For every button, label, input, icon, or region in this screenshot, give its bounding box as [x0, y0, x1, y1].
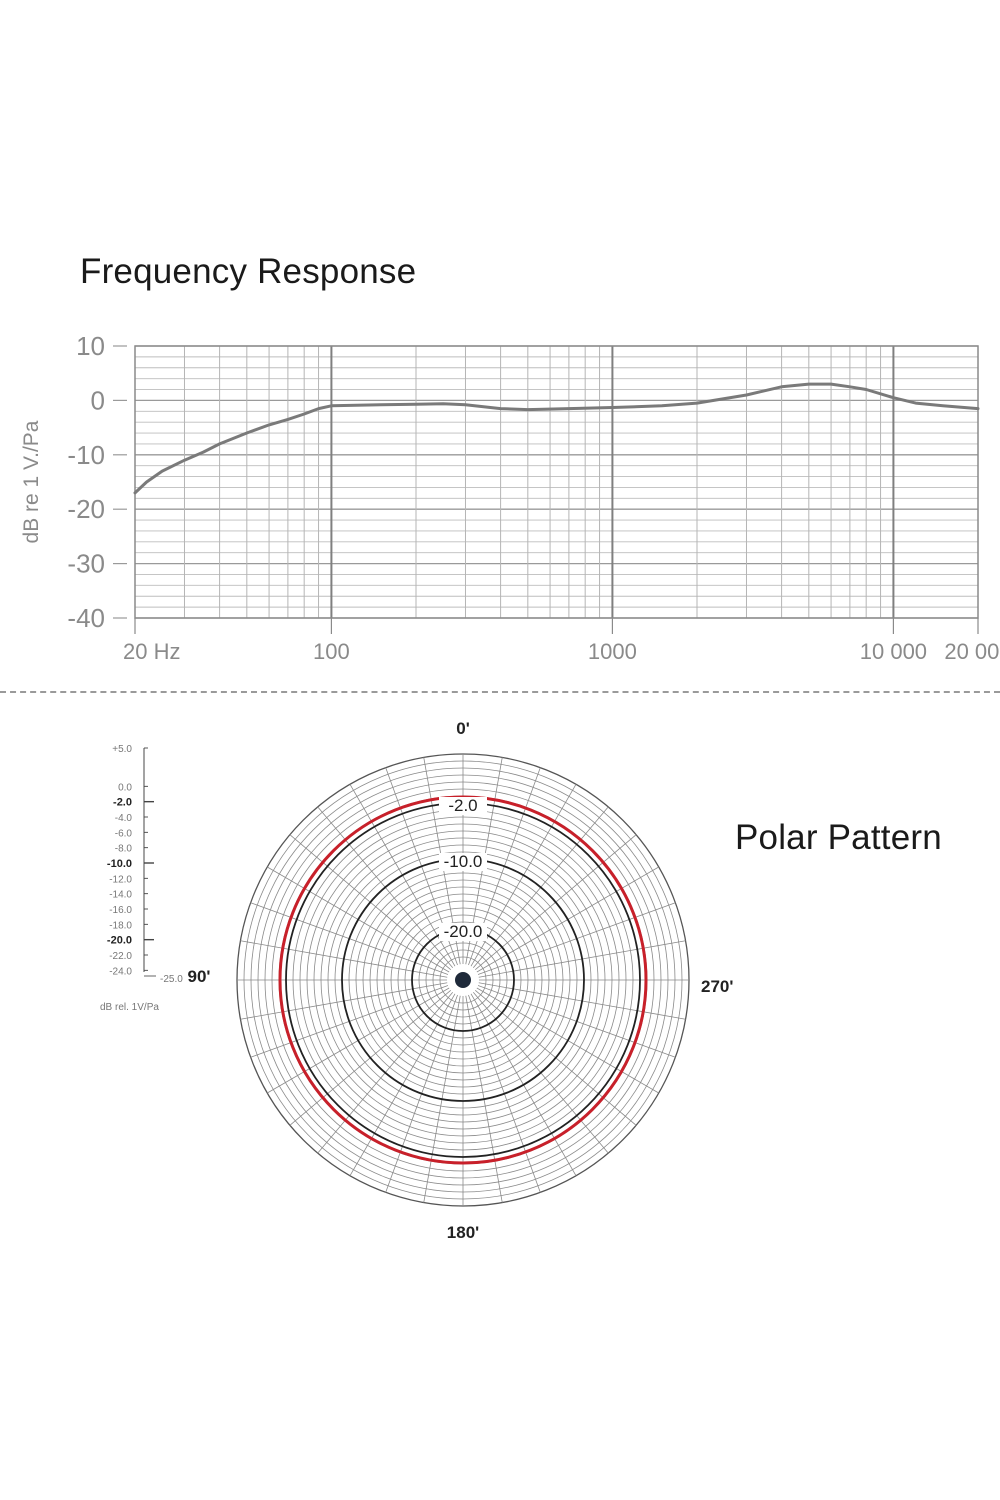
polar-ring-label-bg: [439, 853, 487, 871]
fr-y-tick-label: -30: [67, 549, 105, 579]
fr-y-tick-label: 10: [76, 331, 105, 361]
polar-scale-label: +5.0: [112, 744, 132, 755]
section-divider: [0, 691, 1000, 693]
polar-angle-label: 90': [188, 967, 211, 986]
polar-scale-label: -4.0: [115, 813, 133, 824]
polar-angle-label: 270': [701, 977, 733, 996]
polar-ring-label: -2.0: [448, 796, 477, 815]
polar-angle-label: 0': [456, 719, 470, 738]
polar-grid: [236, 753, 690, 1207]
polar-pattern-chart: -2.0 -10.0 -20.0 0' 90' 180' 270' +5.0 0.0 -2.0 -4…: [100, 719, 733, 1242]
polar-scale-label: 0.0: [118, 782, 132, 793]
fr-y-tick-label: -20: [67, 494, 105, 524]
fr-plot-frame: [134, 345, 979, 619]
fr-series-line: [133, 382, 980, 495]
fr-y-axis-label: dB re 1 V./Pa: [20, 420, 43, 543]
fr-x-tick-label: 100: [313, 639, 350, 664]
polar-angle-label: 180': [447, 1223, 479, 1242]
fr-grid: [134, 345, 979, 619]
fr-x-tick-label: 20 Hz: [123, 639, 180, 664]
fr-y-tick-label: -40: [67, 603, 105, 633]
polar-scale-label: -2.0: [113, 797, 132, 809]
polar-scale-label: -10.0: [107, 858, 132, 870]
polar-scale-label: -24.0: [109, 966, 132, 977]
fr-y-tick-label: -10: [67, 440, 105, 470]
polar-scale-label: -20.0: [107, 935, 132, 947]
polar-pattern-title: Polar Pattern: [735, 818, 942, 857]
polar-ring-label-bg: [439, 797, 487, 815]
polar-ring-label-bg: [439, 923, 487, 941]
polar-scale-label: -14.0: [109, 890, 132, 901]
polar-ring-label: -10.0: [444, 852, 483, 871]
fr-x-tick-label: 1000: [588, 639, 637, 664]
polar-scale-unit: dB rel. 1V/Pa: [100, 1002, 159, 1013]
frequency-response-title: Frequency Response: [80, 252, 417, 291]
polar-scale-label: -6.0: [115, 828, 133, 839]
polar-scale-label: -12.0: [109, 874, 132, 885]
fr-x-tick-label: 10 000: [860, 639, 927, 664]
polar-ring-label: -20.0: [444, 922, 483, 941]
fr-x-tick-label: 20 000: [944, 639, 1000, 664]
polar-scale-label: -8.0: [115, 844, 133, 855]
polar-scale-label: -16.0: [109, 905, 132, 916]
fr-y-tick-label: 0: [91, 385, 105, 415]
polar-scale-label: -18.0: [109, 920, 132, 931]
polar-scale-label: -25.0: [160, 974, 183, 985]
polar-center-dot: [455, 972, 471, 988]
polar-scale-label: -22.0: [109, 951, 132, 962]
